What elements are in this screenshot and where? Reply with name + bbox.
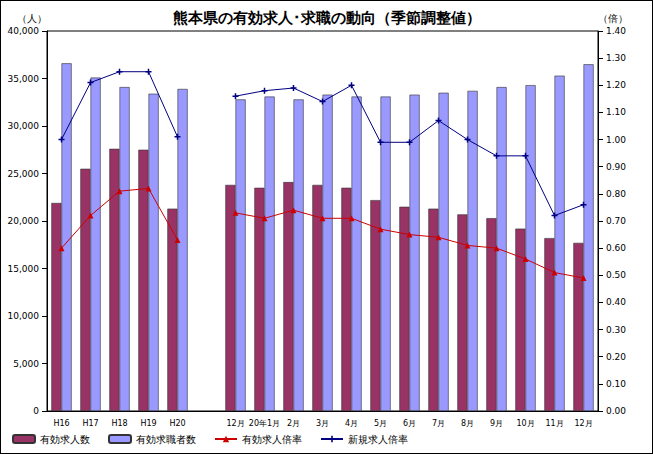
svg-text:1.40: 1.40 (606, 26, 626, 36)
svg-text:有効求職者数: 有効求職者数 (136, 434, 196, 445)
svg-text:4月: 4月 (345, 419, 358, 428)
svg-text:7月: 7月 (432, 419, 445, 428)
svg-text:6月: 6月 (403, 419, 416, 428)
svg-text:0: 0 (33, 406, 39, 416)
svg-text:0.60: 0.60 (606, 243, 626, 253)
svg-text:（倍）: （倍） (598, 13, 628, 24)
svg-text:20,000: 20,000 (8, 216, 40, 226)
svg-text:1.30: 1.30 (606, 53, 626, 63)
svg-text:（人）: （人） (17, 13, 47, 24)
svg-text:3月: 3月 (316, 419, 329, 428)
svg-text:5月: 5月 (374, 419, 387, 428)
svg-text:12月: 12月 (226, 419, 244, 428)
svg-text:0.00: 0.00 (606, 406, 626, 416)
svg-text:0.10: 0.10 (606, 379, 626, 389)
svg-text:25,000: 25,000 (8, 169, 40, 179)
svg-text:35,000: 35,000 (8, 74, 40, 84)
svg-text:40,000: 40,000 (8, 26, 40, 36)
svg-text:H18: H18 (111, 419, 127, 428)
svg-text:H17: H17 (82, 419, 98, 428)
svg-text:15,000: 15,000 (8, 264, 40, 274)
svg-text:熊本県の有効求人･求職の動向（季節調整値）: 熊本県の有効求人･求職の動向（季節調整値） (173, 9, 481, 27)
svg-text:8月: 8月 (461, 419, 474, 428)
svg-text:5,000: 5,000 (13, 359, 39, 369)
svg-text:H16: H16 (53, 419, 69, 428)
svg-text:0.40: 0.40 (606, 297, 626, 307)
svg-text:有効求人倍率: 有効求人倍率 (242, 434, 302, 445)
svg-text:20年1月: 20年1月 (249, 419, 280, 428)
svg-text:0.90: 0.90 (606, 162, 626, 172)
svg-text:有効求人数: 有効求人数 (40, 434, 90, 445)
svg-text:2月: 2月 (287, 419, 300, 428)
svg-text:30,000: 30,000 (8, 121, 40, 131)
svg-text:1.20: 1.20 (606, 80, 626, 90)
svg-text:新規求人倍率: 新規求人倍率 (348, 434, 408, 445)
svg-text:H19: H19 (140, 419, 156, 428)
svg-text:10月: 10月 (516, 419, 534, 428)
svg-text:0.70: 0.70 (606, 216, 626, 226)
svg-text:H20: H20 (169, 419, 185, 428)
svg-text:9月: 9月 (490, 419, 503, 428)
svg-text:0.30: 0.30 (606, 325, 626, 335)
svg-text:0.80: 0.80 (606, 189, 626, 199)
svg-text:0.20: 0.20 (606, 352, 626, 362)
svg-text:11月: 11月 (545, 419, 563, 428)
svg-text:1.00: 1.00 (606, 135, 626, 145)
svg-text:10,000: 10,000 (8, 311, 40, 321)
svg-text:1.10: 1.10 (606, 107, 626, 117)
svg-text:12月: 12月 (574, 419, 592, 428)
svg-text:0.50: 0.50 (606, 270, 626, 280)
